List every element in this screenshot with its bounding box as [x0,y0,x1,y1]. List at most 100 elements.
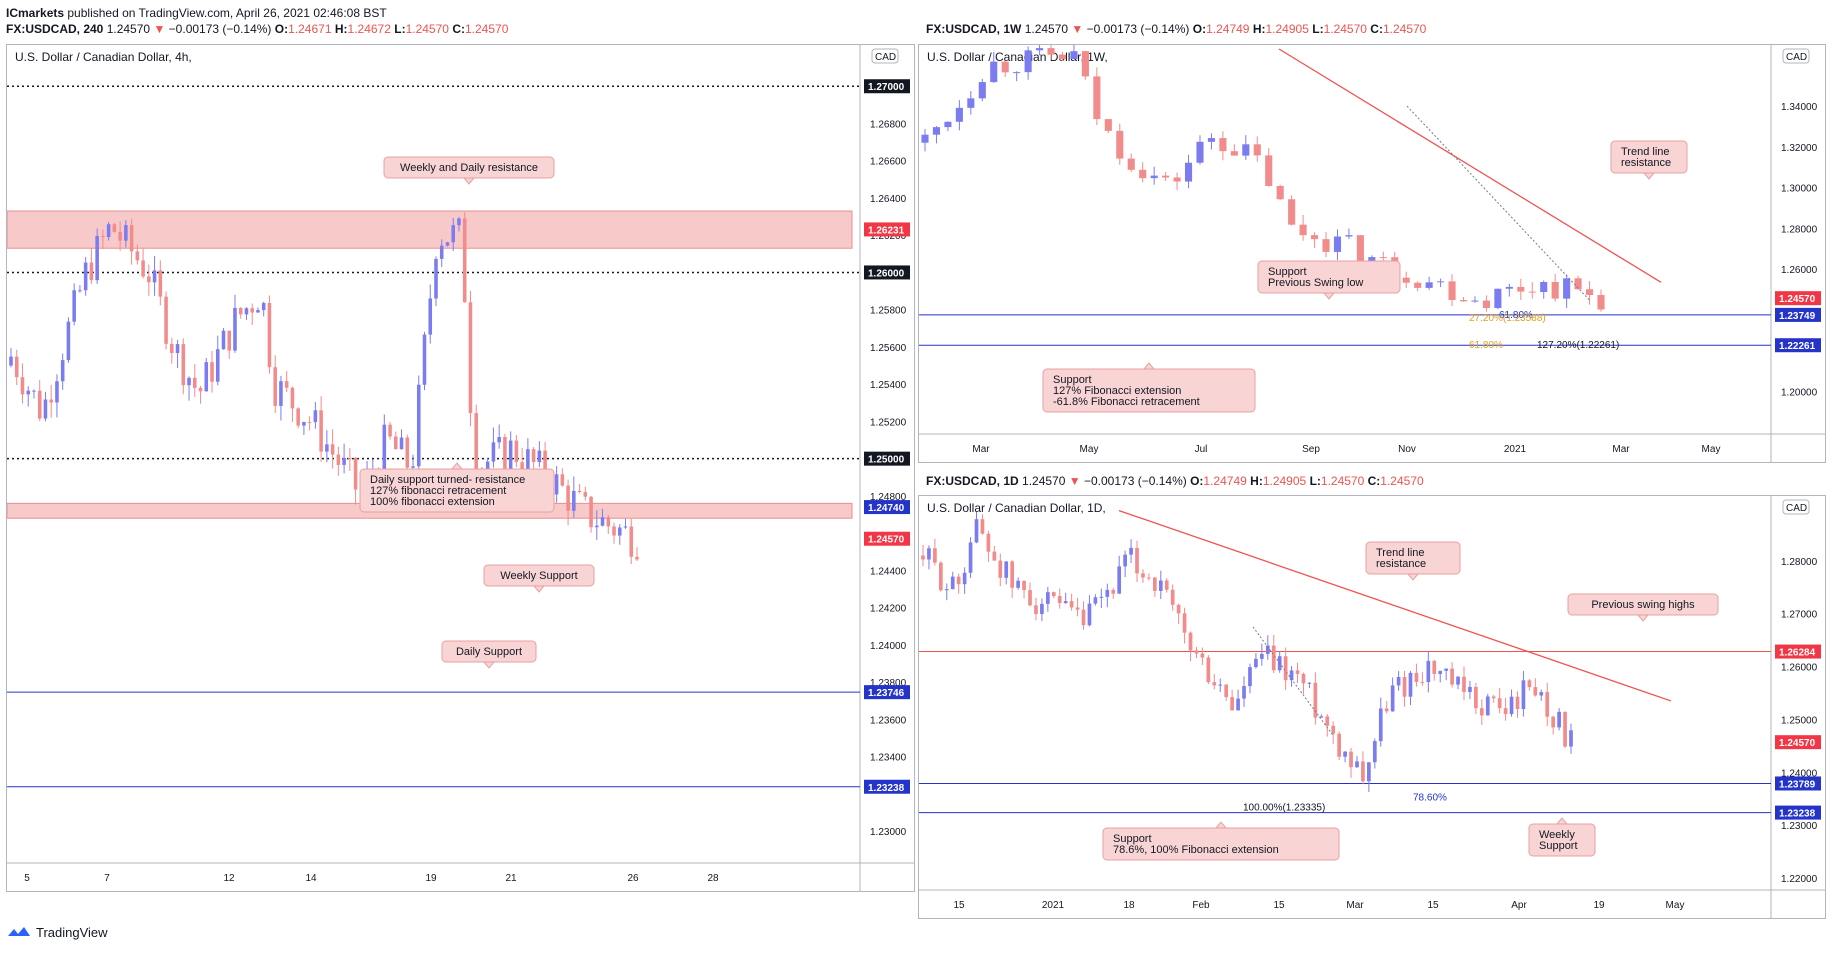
candle-body [1288,199,1296,225]
candle-body [83,262,88,291]
candle-body [1016,580,1020,588]
candle-body [49,399,53,403]
candle-body [89,262,94,281]
candle-body [1517,286,1525,292]
candle-body [445,242,450,246]
candle-body [1081,51,1089,77]
chart-panel-4h[interactable]: U.S. Dollar / Canadian Dollar, 4h, CAD 1.2… [6,44,915,892]
candle-body [26,390,31,395]
candle-body [1311,235,1319,240]
candle-body [927,548,931,560]
price-label-bg [864,500,910,515]
candle-body [1260,653,1264,659]
candle-body [921,134,929,143]
x-tick-label: Mar [972,444,990,455]
x-tick-label: 2021 [1042,900,1065,911]
candle-body [1013,72,1021,74]
supply-demand-zone [7,210,853,249]
price-label-bg [864,685,910,700]
candle-body [319,410,323,452]
candle-body [1219,138,1227,152]
candle-body [1295,670,1300,674]
candle-body [1182,613,1187,633]
candle-body [1361,761,1365,782]
candle-body [1230,151,1238,156]
candle-body [990,61,998,83]
candle-body [101,235,105,237]
callout-1-text: Support [1268,266,1307,278]
callout-1-text: Daily support turned- resistance [370,474,525,486]
candle-body [14,356,19,378]
candle-body [617,527,622,536]
candle-body [474,413,478,487]
candle-body [933,548,937,563]
candle-body [1087,603,1092,626]
candle-body [1368,257,1376,264]
candle-body [1528,291,1536,293]
candle-body [485,461,490,471]
callout-2-pointer [532,585,546,593]
candle-body [543,450,547,481]
callout-2-pointer [1214,821,1228,829]
candle-body [394,436,398,450]
y-tick-label: 1.25800 [870,306,907,317]
left-symbol: FX:USDCAD, 240 [6,22,104,36]
x-tick-label: Apr [1511,900,1527,911]
down-arrow-icon: ▼ [1068,474,1081,488]
candle-body [1105,589,1110,597]
rb-symbol: FX:USDCAD, 1D [926,474,1019,488]
candle-body [1242,144,1250,156]
candle-body [416,384,421,467]
y-tick-label: 1.20000 [1781,387,1818,398]
candle-body [256,310,260,313]
chart-panel-1w[interactable]: U.S. Dollar / Canadian Dollar, 1W, CAD 1.3… [918,44,1826,463]
candle-body [20,377,25,395]
candle-body [955,107,963,122]
y-tick-label: 1.23800 [870,678,907,689]
candle-body [158,270,163,297]
candle-body [1242,686,1246,699]
candle-body [1319,716,1324,718]
x-tick-label: 5 [24,873,30,884]
candle-body [273,367,277,406]
currency-tag: CAD [875,52,896,63]
price-label: 1.23789 [1779,779,1816,790]
candle-body [1001,61,1009,73]
candle-body [1491,696,1496,699]
candle-body [405,437,410,468]
candle-body [1162,175,1170,178]
candle-body [187,377,191,386]
price-label-bg [1775,735,1821,750]
candle-body [1135,547,1139,574]
publisher: ICmarkets [6,6,65,20]
callout-0-pointer [462,177,476,185]
candle-body [1200,653,1205,658]
candle-body [147,276,151,283]
callout-2-text: 127% Fibonacci extension [1053,385,1181,397]
y-tick-label: 1.26800 [870,119,907,130]
h-label: H: [1252,22,1266,36]
callout-2-text: -61.8% Fibonacci retracement [1053,396,1200,408]
y-tick-label: 1.23000 [1781,821,1818,832]
candle-body [1533,687,1538,696]
candle-body [1557,711,1561,728]
candle-body [1036,48,1044,51]
candle-body [491,442,496,462]
h-label: H: [334,22,348,36]
tradingview-logo-icon [8,927,30,936]
candle-body [921,555,925,560]
candle-body [37,390,42,419]
candle-body [1004,561,1009,578]
price-label: 1.23749 [1779,311,1816,322]
chart-1d-svg: U.S. Dollar / Canadian Dollar, 1D, CAD 1.2… [919,496,1825,918]
x-tick-label: Mar [1346,900,1364,911]
callout-3-text: Support [1539,840,1578,852]
candle-body [1444,668,1448,671]
y-tick-label: 1.26000 [1781,663,1818,674]
callout-3-text: Weekly [1539,829,1575,841]
l-label: L: [1312,22,1324,36]
candle-body [1299,224,1307,236]
candle-body [1539,692,1544,696]
candle-body [1408,672,1413,697]
chart-panel-1d[interactable]: U.S. Dollar / Canadian Dollar, 1D, CAD 1.2… [918,495,1826,919]
